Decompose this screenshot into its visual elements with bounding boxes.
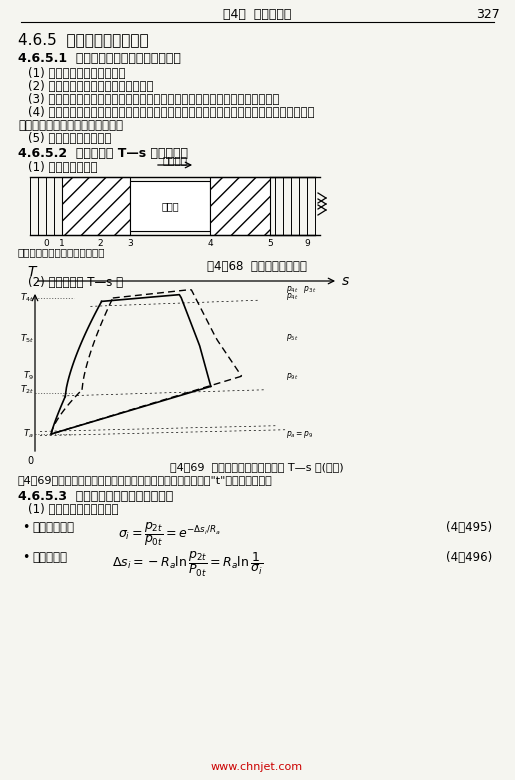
Text: 4.6.5.2  实际循环在 T—s 图上的示意: 4.6.5.2 实际循环在 T—s 图上的示意: [18, 147, 188, 160]
Text: $T_{5t}$: $T_{5t}$: [20, 332, 34, 345]
Text: 图4－68  发动机各截面编号: 图4－68 发动机各截面编号: [207, 260, 307, 273]
Text: 2: 2: [97, 239, 103, 248]
Text: 4: 4: [207, 239, 213, 248]
Text: (4－496): (4－496): [446, 551, 492, 564]
Text: (1) 全部过程为不可逆过程；: (1) 全部过程为不可逆过程；: [28, 67, 126, 80]
Text: $T_{4t}$: $T_{4t}$: [20, 292, 34, 304]
Text: 进气道熵增: 进气道熵增: [32, 551, 67, 564]
Text: •: •: [22, 551, 29, 564]
Text: T: T: [28, 265, 36, 279]
Text: (1) 进气道总压损失及熵增: (1) 进气道总压损失及熵增: [28, 503, 118, 516]
Text: (1) 循环各截面编号: (1) 循环各截面编号: [28, 161, 97, 174]
Text: 0: 0: [43, 239, 49, 248]
Text: (2) 实际循环的 T—s 图: (2) 实际循环的 T—s 图: [28, 276, 123, 289]
Bar: [210, 177, 270, 235]
Text: 气流方向: 气流方向: [163, 155, 187, 165]
Text: (4) 进气道、尾喷管为绝能过程，压气机涡轮为绝热过程，燃烧室为喷油燃烧加热过程，考: (4) 进气道、尾喷管为绝能过程，压气机涡轮为绝热过程，燃烧室为喷油燃烧加热过程…: [28, 106, 315, 119]
Bar: [62, 177, 130, 235]
Text: $p_{4t}$: $p_{4t}$: [286, 291, 299, 302]
Text: 4.6.5  喷气发动机实际循环: 4.6.5 喷气发动机实际循环: [18, 32, 149, 47]
Text: $\Delta s_i = -R_a \ln \dfrac{p_{2t}}{P_{0t}} = R_a \ln \dfrac{1}{\sigma_i}$: $\Delta s_i = -R_a \ln \dfrac{p_{2t}}{P_…: [112, 550, 263, 579]
Text: 4.6.5.1  分析实际循环考虑的因素及假设: 4.6.5.1 分析实际循环考虑的因素及假设: [18, 52, 181, 65]
Text: 总压恢复系数: 总压恢复系数: [32, 521, 74, 534]
Text: $p_{9t}$: $p_{9t}$: [286, 370, 299, 381]
Text: 1: 1: [59, 239, 65, 248]
Text: 4.6.5.3  各部件不可逆损失的表示方法: 4.6.5.3 各部件不可逆损失的表示方法: [18, 490, 173, 503]
Bar: [130, 181, 210, 231]
Text: •: •: [22, 521, 29, 534]
Text: 9: 9: [304, 239, 310, 248]
Text: 单转子涡轮喷气／涡轮轴发动机: 单转子涡轮喷气／涡轮轴发动机: [18, 247, 106, 257]
Text: 第4章  工程热力学: 第4章 工程热力学: [223, 8, 291, 20]
Text: (4－495): (4－495): [446, 521, 492, 534]
Text: $p_{5t}$: $p_{5t}$: [286, 332, 299, 342]
Text: 燃烧室: 燃烧室: [161, 201, 179, 211]
Text: $p_{4t}$   $p_{3t}$: $p_{4t}$ $p_{3t}$: [286, 284, 317, 295]
Text: (5) 考虑传动机械损失。: (5) 考虑传动机械损失。: [28, 132, 111, 145]
Text: (2) 物性参数随工质成分、温度变化；: (2) 物性参数随工质成分、温度变化；: [28, 80, 153, 93]
Text: $T_a$: $T_a$: [23, 427, 34, 440]
Text: 图4－69  涡轮喷气发动机实际循环 T—s 图(示意): 图4－69 涡轮喷气发动机实际循环 T—s 图(示意): [170, 462, 344, 472]
Text: www.chnjet.com: www.chnjet.com: [211, 762, 303, 772]
Text: 图4－69中，虚线表示实际循环，实线表示理想可逆循环，下标"t"代表滞止状态。: 图4－69中，虚线表示实际循环，实线表示理想可逆循环，下标"t"代表滞止状态。: [18, 475, 273, 485]
Text: 3: 3: [127, 239, 133, 248]
Text: (3) 循环为开式，离径压气机与涡轮的工质流量不同，考虑涡轮冷却空气流量；: (3) 循环为开式，离径压气机与涡轮的工质流量不同，考虑涡轮冷却空气流量；: [28, 93, 279, 106]
Text: s: s: [342, 274, 349, 288]
Text: 虑燃烧效率及燃烧过程总压损失；: 虑燃烧效率及燃烧过程总压损失；: [18, 119, 123, 132]
Text: 0: 0: [27, 456, 33, 466]
Text: 5: 5: [267, 239, 273, 248]
Text: 327: 327: [476, 8, 500, 20]
Text: $p_a = p_9$: $p_a = p_9$: [286, 428, 314, 439]
Text: $T_{2t}$: $T_{2t}$: [20, 384, 34, 396]
Text: $T_9$: $T_9$: [23, 370, 34, 382]
Text: $\sigma_i = \dfrac{p_{2t}}{p_{0t}} = e^{-\Delta s_i / R_a}$: $\sigma_i = \dfrac{p_{2t}}{p_{0t}} = e^{…: [118, 520, 221, 548]
